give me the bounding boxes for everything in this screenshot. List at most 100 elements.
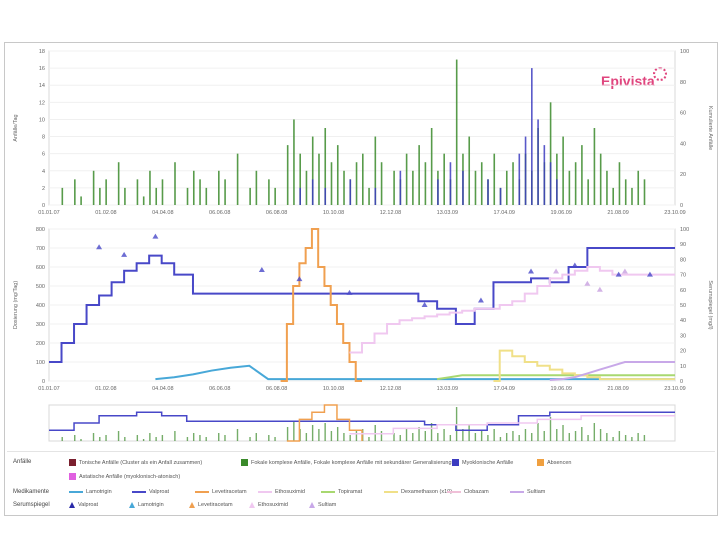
seizure-bar-focal — [61, 187, 64, 205]
seizure-bar-focal — [274, 187, 276, 205]
seizure-bar-focal — [255, 170, 258, 205]
navigator-bar — [568, 433, 570, 441]
seizure-bar-focal — [92, 170, 95, 205]
y-axis-label-right: Kumulierte Anfälle — [707, 106, 713, 150]
navigator-bar — [155, 437, 157, 441]
navigator-bar — [349, 435, 351, 441]
navigator-bar — [543, 431, 545, 441]
seizure-bar-focal — [99, 187, 101, 205]
navigator-bar — [512, 431, 514, 441]
navigator-bar — [99, 437, 101, 441]
seizure-bar-focal — [643, 179, 646, 205]
y-right-tick-label: 70 — [680, 273, 686, 279]
navigator-bar — [336, 427, 339, 441]
seizure-bar-focal — [205, 187, 208, 205]
legend-medikament-item[interactable]: Topiramat — [321, 489, 362, 495]
y-left-tick-label: 500 — [36, 284, 45, 290]
legend-item-focal[interactable]: Fokale komplexe Anfälle, Fokale komplexe… — [241, 459, 452, 466]
legend-medikament-item[interactable]: Clobazam — [447, 489, 489, 495]
seizure-bar-focal — [424, 162, 427, 205]
legend-item-atonic[interactable]: Astatische Anfälle (myoklonisch-atonisch… — [69, 473, 180, 480]
seizure-bar-focal — [318, 153, 320, 205]
legend-medikament-item[interactable]: Lamotrigin — [69, 489, 112, 495]
seizure-bar-focal — [405, 153, 408, 205]
x-tick-label: 06.06.08 — [209, 386, 230, 392]
y-axis-label-right: Serumspiegel (mg/l) — [707, 280, 713, 329]
seizure-bar-myoclonic — [531, 68, 533, 205]
serum-level-marker — [477, 297, 484, 303]
navigator-bar — [618, 431, 621, 441]
legend-medikament-label: Sultiam — [527, 489, 546, 495]
line-Dexamethason (x10) — [493, 349, 675, 382]
y-right-tick-label: 80 — [680, 257, 686, 263]
navigator-bar — [399, 435, 401, 441]
legend-item-myoclonic[interactable]: Myoklonische Anfälle — [452, 459, 513, 466]
seizure-bar-focal — [305, 170, 308, 205]
line-swatch-icon — [384, 491, 398, 493]
seizure-bar-myoclonic — [549, 162, 552, 205]
navigator-bar — [318, 429, 320, 441]
navigator-bar — [393, 433, 395, 441]
seizure-bar-myoclonic — [518, 153, 521, 205]
seizure-bar-focal — [430, 128, 433, 205]
y-axis-label-left: Anfälle/Tag — [13, 114, 19, 141]
legend-serum-item[interactable]: Ethosuximid — [249, 502, 288, 508]
legend-serum-item[interactable]: Sultiam — [309, 502, 336, 508]
y-left-tick-label: 2 — [42, 186, 45, 192]
legend-medikament-item[interactable]: Dexamethason (x10) — [384, 489, 452, 495]
navigator-bar — [518, 435, 520, 441]
y-left-tick-label: 6 — [42, 152, 45, 158]
y-left-tick-label: 18 — [39, 49, 45, 55]
seizure-bar-focal — [587, 179, 589, 205]
x-tick-label: 06.08.08 — [266, 210, 287, 216]
y-left-tick-label: 800 — [36, 227, 45, 233]
seizure-bar-myoclonic — [324, 187, 327, 205]
x-tick-label: 04.04.08 — [152, 210, 173, 216]
seizure-bar-focal — [105, 179, 107, 205]
y-left-tick-label: 100 — [36, 360, 45, 366]
legend-serum-label: Ethosuximid — [258, 502, 288, 508]
chart-frame: Epivista 18 16 14 12 10 8 6 4 2 0 100 80 60 40 20 0 01.0… — [4, 42, 718, 516]
serum-level-marker — [571, 262, 578, 268]
legend-medikament-label: Lamotrigin — [86, 489, 112, 495]
navigator-bar — [74, 435, 76, 441]
legend-item-tonic[interactable]: Tonische Anfälle (Cluster als ein Anfall… — [69, 459, 202, 466]
seizure-bar-focal — [286, 145, 289, 205]
navigator-bar — [174, 431, 176, 441]
legend-separator — [7, 451, 715, 452]
legend-serum-item[interactable]: Valproat — [69, 502, 98, 508]
legend-medikament-item[interactable]: Sultiam — [510, 489, 545, 495]
navigator-bar — [286, 427, 289, 441]
legend-serum-item[interactable]: Lamotrigin — [129, 502, 164, 508]
seizure-bar-focal — [562, 136, 564, 205]
y-right-tick-label: 100 — [680, 49, 689, 55]
navigator-bar — [574, 431, 577, 441]
x-tick-label: 10.10.08 — [323, 210, 344, 216]
swatch-icon — [537, 459, 544, 466]
seizure-bar-focal — [512, 162, 514, 205]
navigator-bar — [443, 429, 445, 441]
legend-medikament-item[interactable]: Ethosuximid — [258, 489, 305, 495]
legend-medikament-label: Topiramat — [338, 489, 363, 495]
x-tick-label: 23.10.09 — [664, 386, 685, 392]
seizure-bar-focal — [374, 136, 377, 205]
legend-medikament-item[interactable]: Levetiracetam — [195, 489, 247, 495]
navigator-bar — [524, 429, 527, 441]
navigator-bar — [324, 423, 326, 441]
y-right-tick-label: 80 — [680, 80, 686, 86]
y-right-tick-label: 30 — [680, 333, 686, 339]
y-left-tick-label: 12 — [39, 100, 45, 106]
legend-medikament-item[interactable]: Valproat — [132, 489, 169, 495]
legend-item-absences[interactable]: Absencen — [537, 459, 571, 466]
line-swatch-icon — [69, 491, 83, 493]
legend-serum-item[interactable]: Levetiracetam — [189, 502, 233, 508]
y-left-tick-label: 14 — [39, 83, 45, 89]
seizure-bar-myoclonic — [524, 136, 527, 205]
seizure-bar-focal — [618, 162, 621, 205]
line-swatch-icon — [132, 491, 146, 493]
navigator-bar — [499, 437, 502, 441]
legend-medikament-label: Ethosuximid — [275, 489, 305, 495]
navigator-bar — [624, 435, 627, 441]
panel-medication-levels: 8007006005004003002001000100908070605040… — [13, 227, 713, 392]
